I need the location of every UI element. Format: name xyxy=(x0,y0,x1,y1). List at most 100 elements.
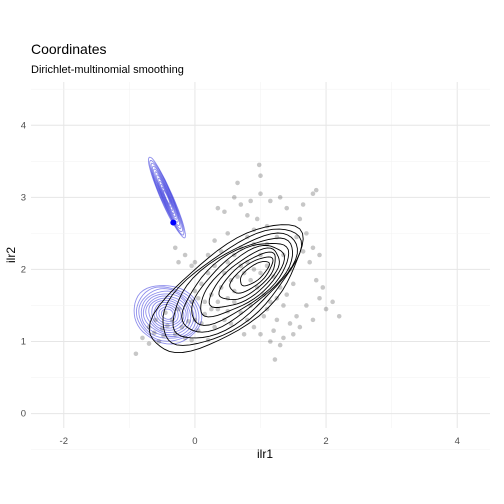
data-contours xyxy=(148,224,304,354)
data-point xyxy=(330,299,335,305)
data-point xyxy=(146,324,152,330)
data-point xyxy=(258,270,263,276)
data-point xyxy=(258,173,263,179)
data-point xyxy=(307,259,312,265)
data-point xyxy=(189,337,194,343)
data-point xyxy=(284,205,290,211)
smoothed-contour-line xyxy=(138,288,197,339)
data-contour-line xyxy=(162,228,303,346)
data-point xyxy=(271,328,276,333)
data-point xyxy=(281,335,286,341)
data-point xyxy=(268,198,273,204)
chart-title: Coordinates xyxy=(31,41,107,57)
smoothed-contours xyxy=(133,156,203,345)
smoothed-contour-line xyxy=(153,168,180,227)
data-point xyxy=(205,252,211,258)
data-point xyxy=(165,323,170,328)
data-contour-line xyxy=(208,247,280,308)
data-point xyxy=(176,306,181,312)
smoothed-contour-line xyxy=(150,162,183,233)
data-point xyxy=(133,351,139,357)
data-contour-line xyxy=(200,244,285,318)
x-tick-label: 4 xyxy=(455,436,460,447)
data-point xyxy=(225,295,231,301)
smoothed-contour-line xyxy=(153,301,182,327)
data-point xyxy=(153,317,158,323)
data-point xyxy=(323,306,329,312)
smoothed-contour-line xyxy=(163,189,171,205)
data-point xyxy=(179,324,185,330)
data-point xyxy=(186,319,191,324)
chart-subtitle: Dirichlet-multinomial smoothing xyxy=(31,64,184,76)
data-point xyxy=(277,195,283,200)
data-point xyxy=(199,281,204,287)
data-point xyxy=(320,285,326,290)
highlight-point xyxy=(170,219,177,226)
smoothed-contour-line xyxy=(158,181,175,215)
data-point xyxy=(310,245,316,251)
data-point xyxy=(277,342,283,348)
data-point xyxy=(212,238,217,243)
x-tick-label: 2 xyxy=(323,436,328,447)
smoothed-contour-line xyxy=(157,177,177,218)
x-axis-title: ilr1 xyxy=(257,447,273,461)
data-point xyxy=(231,195,237,200)
data-contour-line xyxy=(172,232,298,339)
data-point xyxy=(189,263,194,269)
smoothed-contour-line xyxy=(133,285,203,345)
data-point xyxy=(176,259,181,265)
data-point xyxy=(284,292,290,297)
y-tick-label: 2 xyxy=(21,264,26,275)
data-point xyxy=(209,306,214,312)
data-point xyxy=(161,333,166,339)
data-point xyxy=(310,191,316,197)
data-point xyxy=(235,180,240,186)
data-point xyxy=(287,321,293,326)
grid xyxy=(31,82,490,450)
smoothed-contour-line xyxy=(155,303,179,324)
data-contour-line xyxy=(148,224,304,354)
data-point xyxy=(254,216,260,222)
data-point xyxy=(146,341,152,346)
data-point xyxy=(258,331,263,337)
data-point xyxy=(151,330,157,336)
data-point xyxy=(313,277,319,283)
data-point xyxy=(317,295,322,301)
data-point xyxy=(222,270,227,276)
data-point xyxy=(310,317,316,323)
data-contour-line xyxy=(229,256,274,294)
data-point xyxy=(140,335,145,341)
data-point xyxy=(294,313,299,319)
data-point xyxy=(261,313,267,319)
smoothed-contour-line xyxy=(135,286,200,342)
data-point xyxy=(222,209,227,215)
data-point xyxy=(313,187,319,193)
smoothed-contour-line xyxy=(154,171,179,223)
data-point xyxy=(235,274,240,279)
tick-labels: -2 0 2 4 0 1 2 3 4 xyxy=(21,120,460,447)
smoothed-contour-line xyxy=(160,308,174,320)
data-point xyxy=(172,245,178,251)
data-point xyxy=(304,231,309,236)
data-point xyxy=(300,249,306,254)
y-tick-label: 1 xyxy=(21,337,26,348)
data-point xyxy=(258,191,263,197)
smoothed-contour-line xyxy=(142,293,192,336)
y-axis-title: ilr2 xyxy=(4,247,18,263)
data-point xyxy=(225,259,231,265)
data-point xyxy=(182,252,188,258)
data-contour-line xyxy=(240,261,270,287)
y-tick-label: 4 xyxy=(21,120,26,131)
y-tick-label: 3 xyxy=(21,192,26,203)
data-point xyxy=(297,324,303,330)
data-contour-line xyxy=(218,251,276,301)
data-point xyxy=(248,198,253,204)
data-point xyxy=(274,317,280,323)
data-point xyxy=(231,299,237,305)
data-point xyxy=(297,216,303,222)
data-points xyxy=(133,162,342,362)
smoothed-contour-line xyxy=(158,306,177,322)
data-point xyxy=(272,357,278,362)
data-point xyxy=(268,339,273,344)
data-point xyxy=(215,299,221,305)
